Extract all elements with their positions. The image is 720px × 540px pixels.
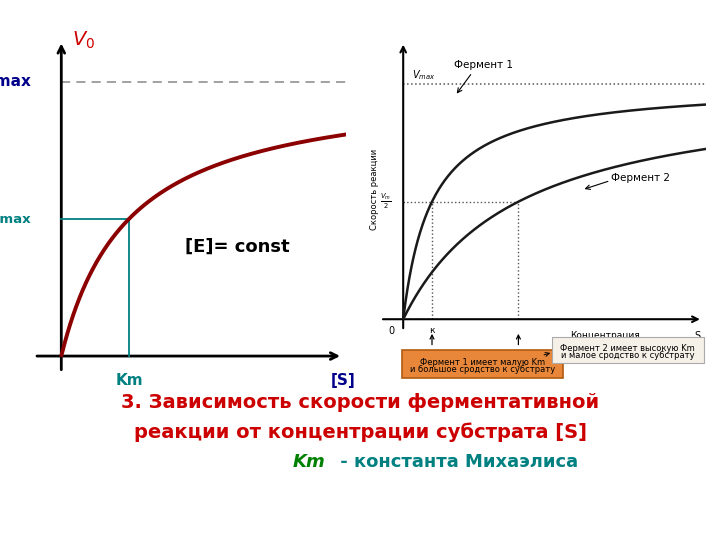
- Text: [S]: [S]: [330, 373, 355, 388]
- Text: Km: Km: [293, 453, 325, 471]
- Text: $V_0$: $V_0$: [72, 30, 95, 51]
- Text: $\kappa_{m_2}$: $\kappa_{m_2}$: [510, 352, 526, 363]
- Text: Фермент 1: Фермент 1: [454, 60, 513, 70]
- Text: Vmax: Vmax: [0, 75, 32, 89]
- Text: Скорость реакции: Скорость реакции: [370, 150, 379, 231]
- Text: и большое сродство к субстрату: и большое сродство к субстрату: [410, 365, 555, 374]
- Text: Концентрация: Концентрация: [570, 331, 639, 340]
- Text: $V_{max}$: $V_{max}$: [412, 68, 436, 82]
- Text: $\kappa_{m_1}$: $\kappa_{m_1}$: [424, 352, 440, 363]
- Text: Фермент 1 имеет малую Km: Фермент 1 имеет малую Km: [420, 358, 545, 367]
- Text: реакции от концентрации субстрата [S]: реакции от концентрации субстрата [S]: [133, 422, 587, 442]
- Text: $\frac{V_m}{2}$: $\frac{V_m}{2}$: [380, 192, 392, 212]
- Text: к: к: [429, 326, 435, 335]
- Text: Km: Km: [115, 373, 143, 388]
- Text: 1/2Vmax: 1/2Vmax: [0, 212, 32, 225]
- Text: Фермент 2: Фермент 2: [611, 173, 670, 183]
- Text: Фермент 2 имеет высокую Km: Фермент 2 имеет высокую Km: [560, 344, 696, 353]
- FancyBboxPatch shape: [402, 350, 563, 378]
- Text: [E]= const: [E]= const: [185, 238, 289, 255]
- Text: - константа Михаэлиса: - константа Михаэлиса: [334, 453, 578, 471]
- Text: и малое сродство к субстрату: и малое сродство к субстрату: [561, 351, 695, 360]
- Text: 0: 0: [388, 326, 395, 336]
- Text: 3. Зависимость скорости ферментативной: 3. Зависимость скорости ферментативной: [121, 393, 599, 412]
- FancyBboxPatch shape: [552, 337, 704, 363]
- Text: S: S: [694, 331, 700, 341]
